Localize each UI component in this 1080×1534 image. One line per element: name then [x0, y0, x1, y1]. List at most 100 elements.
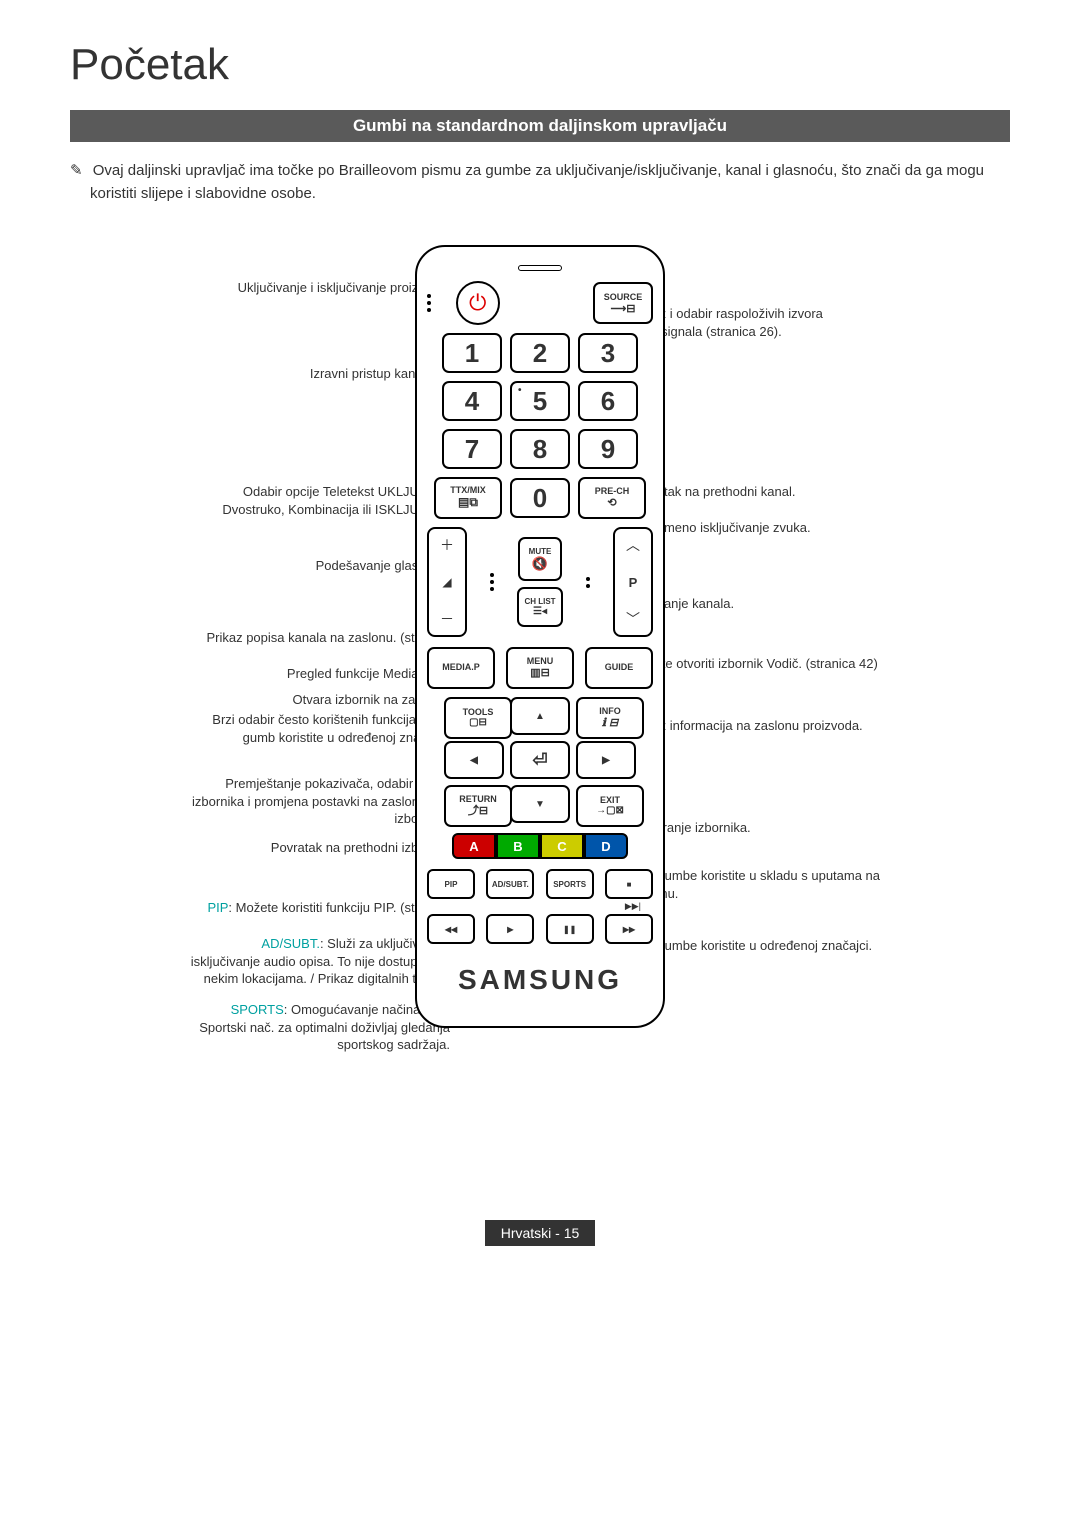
nav-up-button[interactable]: ▲ [510, 697, 570, 735]
num-0-button[interactable]: 0 [510, 478, 570, 518]
rewind-button[interactable]: ◀◀ [427, 914, 475, 944]
braille-dots-icon [586, 577, 590, 588]
num-9-button[interactable]: 9 [578, 429, 638, 469]
label-return: Povratak na prethodni izbornik. [190, 839, 450, 857]
mute-label: MUTE [529, 547, 552, 556]
color-d-button[interactable]: D [584, 833, 628, 859]
volume-rocker[interactable]: ＋ ◢ － [427, 527, 467, 637]
ff-button[interactable]: ▶▶ [605, 914, 653, 944]
power-button[interactable]: ⏻ [456, 281, 500, 325]
pip-button[interactable]: PIP [427, 869, 475, 899]
pip-key: PIP [207, 900, 228, 915]
source-button[interactable]: SOURCE ⟶⊟ [593, 282, 653, 324]
stop-button[interactable]: ■ [605, 869, 653, 899]
label-play: Ove gumbe koristite u određenoj značajci… [630, 937, 890, 955]
pre-ch-button[interactable]: PRE-CH ⟲ [578, 477, 646, 519]
page-footer: Hrvatski - 15 [70, 1225, 1010, 1243]
num-7-button[interactable]: 7 [442, 429, 502, 469]
color-a-button[interactable]: A [452, 833, 496, 859]
exit-label: EXIT [600, 796, 620, 806]
label-channel: Mijenjanje kanala. [630, 595, 890, 613]
label-tools: Brzi odabir često korištenih funkcija. O… [190, 711, 450, 746]
mediap-button[interactable]: MEDIA.P [427, 647, 495, 689]
sports-button[interactable]: SPORTS [546, 869, 594, 899]
play-button[interactable]: ▶ [486, 914, 534, 944]
chlist-label: CH LIST [524, 597, 555, 606]
label-guide: Možete otvoriti izbornik Vodič. (stranic… [630, 655, 890, 673]
page-title: Početak [70, 40, 1010, 90]
numpad: 1 2 3 4 •5 6 7 8 9 [427, 333, 653, 469]
info-label: INFO [599, 707, 621, 717]
exit-button[interactable]: EXIT→▢⊠ [576, 785, 644, 827]
color-b-button[interactable]: B [496, 833, 540, 859]
label-pip: PIP: Možete koristiti funkciju PIP. (str… [190, 899, 450, 934]
nav-right-button[interactable]: ▶ [576, 741, 636, 779]
exit-icon: →▢⊠ [596, 805, 624, 816]
label-chlist: Prikaz popisa kanala na zaslonu. (strani… [190, 629, 450, 664]
label-numbers: Izravni pristup kanalima. [190, 365, 450, 383]
ch-down-icon: ﹀ [626, 609, 640, 629]
adsubt-button[interactable]: AD/SUBT. [486, 869, 534, 899]
enter-button[interactable]: ⏎ [510, 741, 570, 779]
label-menu: Otvara izbornik na zaslonu. [190, 691, 450, 709]
menu-label: MENU [527, 657, 554, 667]
num-3-button[interactable]: 3 [578, 333, 638, 373]
adsubt-text: : Služi za uključivanje i isključivanje … [191, 936, 450, 986]
num-2-button[interactable]: 2 [510, 333, 570, 373]
label-adsubt: AD/SUBT.: Služi za uključivanje i isklju… [190, 935, 450, 988]
vol-down-icon: － [440, 609, 454, 629]
skip-icon: ▶▶| [427, 901, 653, 912]
navigation-pad: TOOLS▢⊟ ▲ INFOℹ ⊟ ◀ ⏎ ▶ RETURN⤴⊟ ▼ EXIT→… [427, 697, 653, 823]
num-1-button[interactable]: 1 [442, 333, 502, 373]
num-5-button[interactable]: •5 [510, 381, 570, 421]
num-4-button[interactable]: 4 [442, 381, 502, 421]
mute-icon: 🔇 [532, 556, 548, 572]
chlist-button[interactable]: CH LIST ☰◂ [517, 587, 563, 627]
label-mute: Privremeno isključivanje zvuka. [630, 519, 890, 537]
return-icon: ⤴⊟ [468, 805, 488, 817]
label-info: Prikaz informacija na zaslonu proizvoda. [630, 717, 890, 735]
tools-label: TOOLS [463, 708, 494, 718]
source-icon: ⟶⊟ [610, 302, 635, 315]
color-c-button[interactable]: C [540, 833, 584, 859]
section-heading: Gumbi na standardnom daljinskom upravlja… [70, 110, 1010, 142]
label-source: Prikaz i odabir raspoloživih izvora vide… [630, 305, 890, 340]
vol-icon: ◢ [442, 575, 451, 589]
note-icon: ✎ [70, 162, 83, 179]
num-5-label: 5 [533, 386, 547, 417]
label-mediap: Pregled funkcije Media Play. [190, 665, 450, 683]
tools-icon: ▢⊟ [469, 717, 487, 728]
num-8-button[interactable]: 8 [510, 429, 570, 469]
sports-key: SPORTS [231, 1002, 284, 1017]
ch-up-icon: ︿ [626, 535, 640, 555]
return-button[interactable]: RETURN⤴⊟ [444, 785, 512, 827]
channel-rocker[interactable]: ︿ P ﹀ [613, 527, 653, 637]
vol-up-icon: ＋ [440, 535, 454, 555]
label-prech: Povratak na prethodni kanal. [630, 483, 890, 501]
pause-button[interactable]: ❚❚ [546, 914, 594, 944]
intro-note: ✎ Ovaj daljinski upravljač ima točke po … [70, 160, 1010, 205]
ttx-mix-button[interactable]: TTX/MIX ▤⧉ [434, 477, 502, 519]
info-icon: ℹ ⊟ [602, 717, 618, 729]
adsubt-key: AD/SUBT. [261, 936, 320, 951]
color-buttons: A B C D [427, 833, 653, 859]
braille-dots-icon [490, 573, 494, 591]
note-text: Ovaj daljinski upravljač ima točke po Br… [90, 162, 984, 202]
info-button[interactable]: INFOℹ ⊟ [576, 697, 644, 739]
menu-button[interactable]: MENU▥⊟ [506, 647, 574, 689]
ttx-icon: ▤⧉ [458, 496, 478, 509]
label-color: Ove gumbe koristite u skladu s uputama n… [630, 867, 890, 902]
remote-diagram: Uključivanje i isključivanje proizvoda. … [70, 245, 1010, 1105]
nav-down-button[interactable]: ▼ [510, 785, 570, 823]
label-power: Uključivanje i isključivanje proizvoda. [190, 279, 450, 297]
guide-button[interactable]: GUIDE [585, 647, 653, 689]
tools-button[interactable]: TOOLS▢⊟ [444, 697, 512, 739]
label-ttx: Odabir opcije Teletekst UKLJUČEN, Dvostr… [190, 483, 450, 518]
num-6-button[interactable]: 6 [578, 381, 638, 421]
label-volume: Podešavanje glasnoće. [190, 557, 450, 575]
menu-icon: ▥⊟ [530, 667, 550, 679]
nav-left-button[interactable]: ◀ [444, 741, 504, 779]
braille-dots-icon [427, 294, 431, 312]
mute-button[interactable]: MUTE 🔇 [518, 537, 562, 581]
ir-window-icon [427, 265, 653, 273]
